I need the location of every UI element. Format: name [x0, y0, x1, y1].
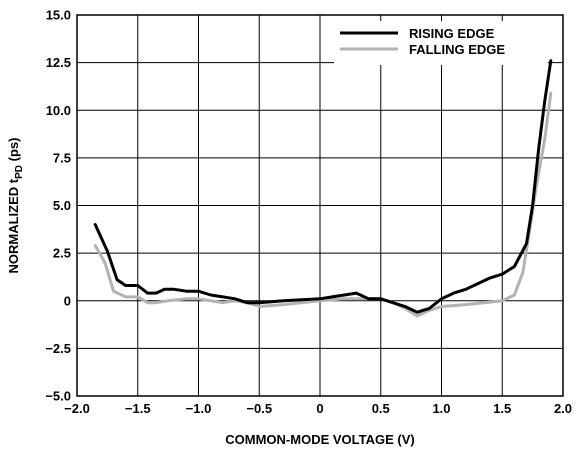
x-tick-label: −2.0 — [64, 401, 90, 416]
series-lines — [93, 59, 553, 318]
x-tick-label: 0.5 — [372, 401, 390, 416]
y-axis-title-suffix: (ps) — [6, 138, 21, 165]
legend-label-rising: RISING EDGE — [409, 26, 495, 41]
y-tick-label: 7.5 — [53, 150, 71, 165]
x-tick-label: 1.0 — [432, 401, 450, 416]
series-line-falling-edge — [93, 91, 553, 318]
y-tick-labels: −5.0 −2.5 0 2.5 5.0 7.5 10.0 12.5 15.0 — [45, 8, 71, 404]
plot-frame — [76, 14, 564, 397]
y-tick-label: −5.0 — [45, 389, 71, 404]
legend: RISING EDGE FALLING EDGE — [334, 21, 548, 65]
legend-box — [334, 21, 548, 65]
x-tick-label: −0.5 — [246, 401, 272, 416]
y-tick-label: 15.0 — [46, 8, 71, 23]
legend-label-falling: FALLING EDGE — [409, 42, 505, 57]
x-tick-labels: −2.0 −1.5 −1.0 −0.5 0 0.5 1.0 1.5 2.0 — [64, 401, 572, 416]
series-line-rising-edge — [93, 59, 553, 314]
x-tick-label: 0 — [316, 401, 323, 416]
y-tick-label: −2.5 — [45, 341, 71, 356]
x-axis-title: COMMON-MODE VOLTAGE (V) — [225, 432, 414, 447]
x-tick-label: 2.0 — [554, 401, 572, 416]
y-axis-title: NORMALIZED tPD (ps) — [6, 138, 25, 274]
grid — [76, 14, 564, 397]
y-tick-label: 5.0 — [53, 198, 71, 213]
y-tick-label: 2.5 — [53, 246, 71, 261]
x-tick-label: −1.5 — [125, 401, 151, 416]
x-tick-label: −1.0 — [186, 401, 212, 416]
y-tick-label: 12.5 — [46, 55, 71, 70]
y-tick-label: 10.0 — [46, 103, 71, 118]
y-axis-title-main: NORMALIZED t — [6, 178, 21, 273]
y-tick-label: 0 — [64, 293, 71, 308]
x-tick-label: 1.5 — [493, 401, 511, 416]
y-axis-title-subscript: PD — [14, 165, 25, 179]
